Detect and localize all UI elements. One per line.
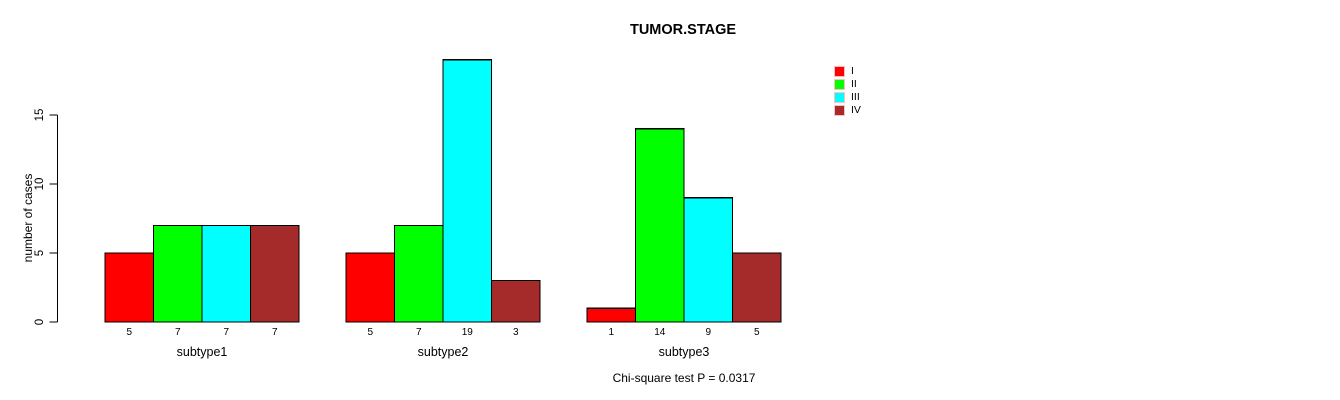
bar-subtype2-IV bbox=[490, 280, 541, 323]
y-axis-title: number of cases bbox=[21, 173, 35, 263]
legend-item-III: III bbox=[834, 92, 861, 103]
bar-value-label: 7 bbox=[416, 327, 422, 338]
legend-swatch-I bbox=[834, 66, 845, 77]
legend-swatch-IV bbox=[834, 105, 845, 116]
bar-subtype1-II bbox=[152, 224, 203, 323]
y-tick-label: 0 bbox=[34, 319, 46, 325]
chi-square-note: Chi-square test P = 0.0317 bbox=[612, 371, 756, 385]
bar-value-label: 5 bbox=[126, 327, 132, 338]
chart-title: TUMOR.STAGE bbox=[629, 22, 737, 38]
bar-value-label: 1 bbox=[608, 327, 614, 338]
category-label-subtype3: subtype3 bbox=[659, 345, 710, 359]
legend-item-IV: IV bbox=[834, 105, 861, 116]
legend-item-II: II bbox=[834, 79, 861, 90]
bar-value-label: 19 bbox=[462, 327, 474, 338]
bar-subtype2-II bbox=[393, 224, 444, 323]
legend-label: II bbox=[851, 78, 857, 90]
bar-value-label: 5 bbox=[367, 327, 373, 338]
category-label-subtype1: subtype1 bbox=[177, 345, 228, 359]
bar-value-label: 7 bbox=[272, 327, 278, 338]
legend-swatch-III bbox=[834, 92, 845, 103]
y-tick-label: 10 bbox=[34, 178, 46, 191]
bar-value-label: 3 bbox=[513, 327, 519, 338]
bar-subtype3-I bbox=[586, 307, 637, 323]
y-tick-label: 5 bbox=[34, 250, 46, 256]
bar-value-label: 7 bbox=[223, 327, 229, 338]
legend-label: I bbox=[851, 65, 854, 77]
bar-value-label: 14 bbox=[654, 327, 666, 338]
bar-subtype1-IV bbox=[249, 224, 300, 323]
bar-value-label: 7 bbox=[175, 327, 181, 338]
bar-subtype1-I bbox=[104, 252, 155, 323]
bar-subtype3-II bbox=[634, 128, 685, 323]
bar-value-label: 9 bbox=[705, 327, 711, 338]
bar-value-label: 5 bbox=[754, 327, 760, 338]
bar-subtype1-III bbox=[201, 224, 252, 323]
legend-label: IV bbox=[851, 104, 861, 116]
legend: I II III IV bbox=[834, 66, 861, 118]
legend-label: III bbox=[851, 91, 860, 103]
bar-subtype3-IV bbox=[731, 252, 782, 323]
bar-subtype2-III bbox=[442, 59, 493, 323]
bar-subtype2-I bbox=[345, 252, 396, 323]
y-tick-label: 15 bbox=[34, 109, 46, 122]
category-label-subtype2: subtype2 bbox=[418, 345, 469, 359]
legend-swatch-II bbox=[834, 79, 845, 90]
legend-item-I: I bbox=[834, 66, 861, 77]
bar-subtype3-III bbox=[683, 197, 734, 323]
